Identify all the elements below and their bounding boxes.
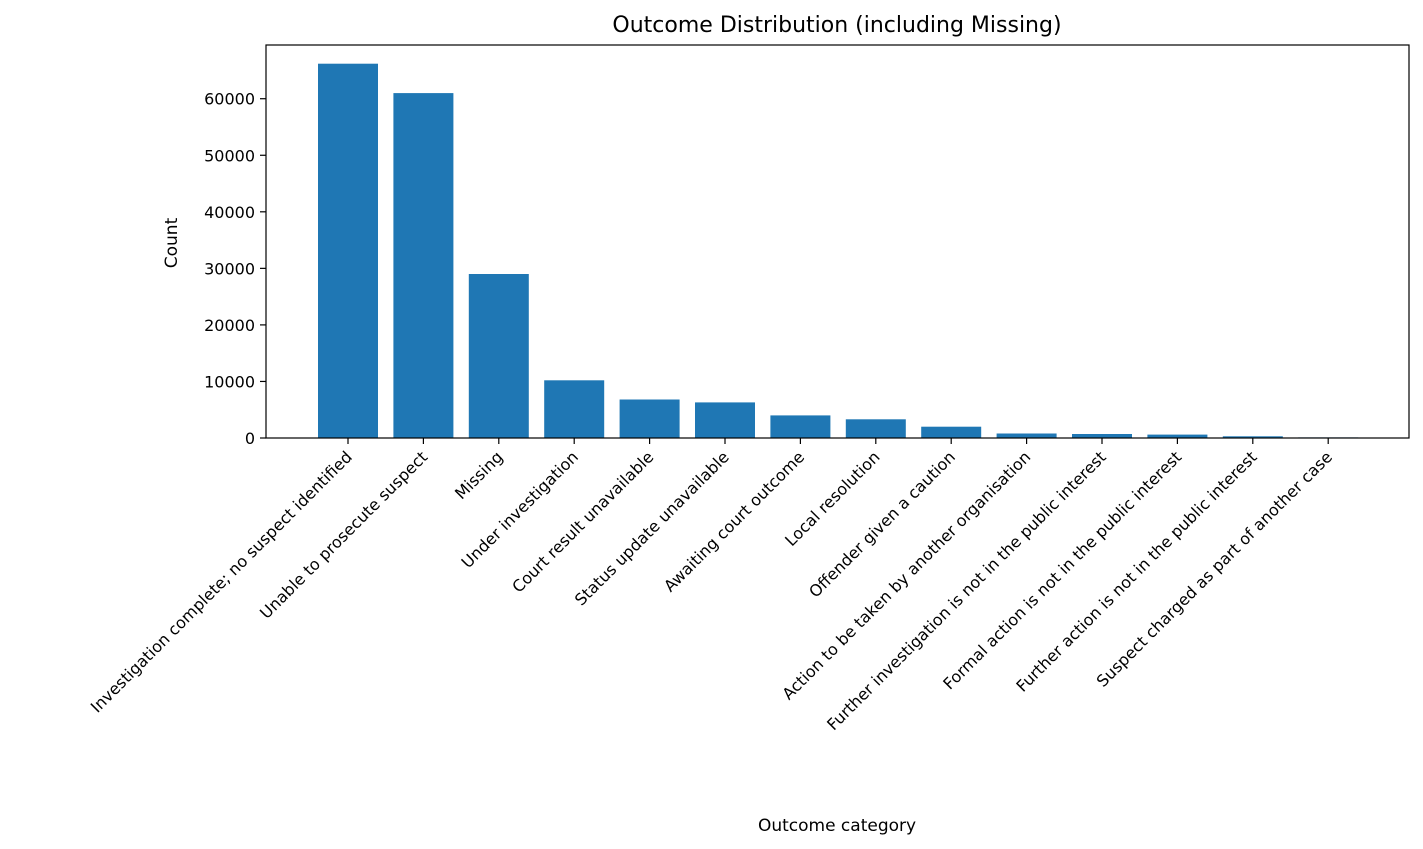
plot-frame — [265, 44, 1410, 439]
bar-1 — [393, 93, 454, 438]
y-tick-label-5: 50000 — [204, 146, 255, 165]
bar-7 — [845, 419, 906, 438]
bar-3 — [544, 380, 605, 438]
bar-8 — [921, 426, 982, 438]
x-tick-label-8: Offender given a caution — [805, 447, 959, 601]
y-tick-label-6: 60000 — [204, 90, 255, 109]
y-tick-label-3: 30000 — [204, 259, 255, 278]
x-axis-label: Outcome category — [758, 816, 916, 836]
x-tick-label-6: Awaiting court outcome — [660, 447, 808, 595]
bars — [318, 63, 1359, 438]
bar-11 — [1147, 434, 1208, 438]
bar-9 — [996, 433, 1057, 438]
y-axis: 0 10000 20000 30000 40000 50000 60000 — [204, 90, 266, 448]
y-tick-label-2: 20000 — [204, 316, 255, 335]
x-tick-label-10: Further investigation is not in the publ… — [823, 447, 1110, 734]
bar-0 — [318, 63, 378, 438]
bar-10 — [1072, 434, 1132, 438]
y-tick-label-1: 10000 — [204, 372, 255, 391]
chart-title: Outcome Distribution (including Missing) — [612, 13, 1061, 38]
x-axis: Investigation complete; no suspect ident… — [87, 438, 1336, 734]
y-tick-label-0: 0 — [245, 429, 255, 448]
x-tick-label-1: Unable to prosecute suspect — [256, 447, 431, 622]
y-axis-label: Count — [162, 217, 182, 268]
x-tick-label-4: Court result unavailable — [508, 447, 657, 596]
bar-5 — [695, 402, 755, 438]
bar-4 — [619, 399, 680, 438]
bar-12 — [1222, 436, 1283, 438]
bar-2 — [468, 274, 529, 438]
x-tick-label-0: Investigation complete; no suspect ident… — [87, 447, 356, 716]
bar-6 — [770, 415, 831, 438]
x-tick-label-2: Missing — [451, 447, 507, 503]
x-tick-label-5: Status update unavailable — [571, 447, 733, 609]
y-tick-label-4: 40000 — [204, 203, 255, 222]
